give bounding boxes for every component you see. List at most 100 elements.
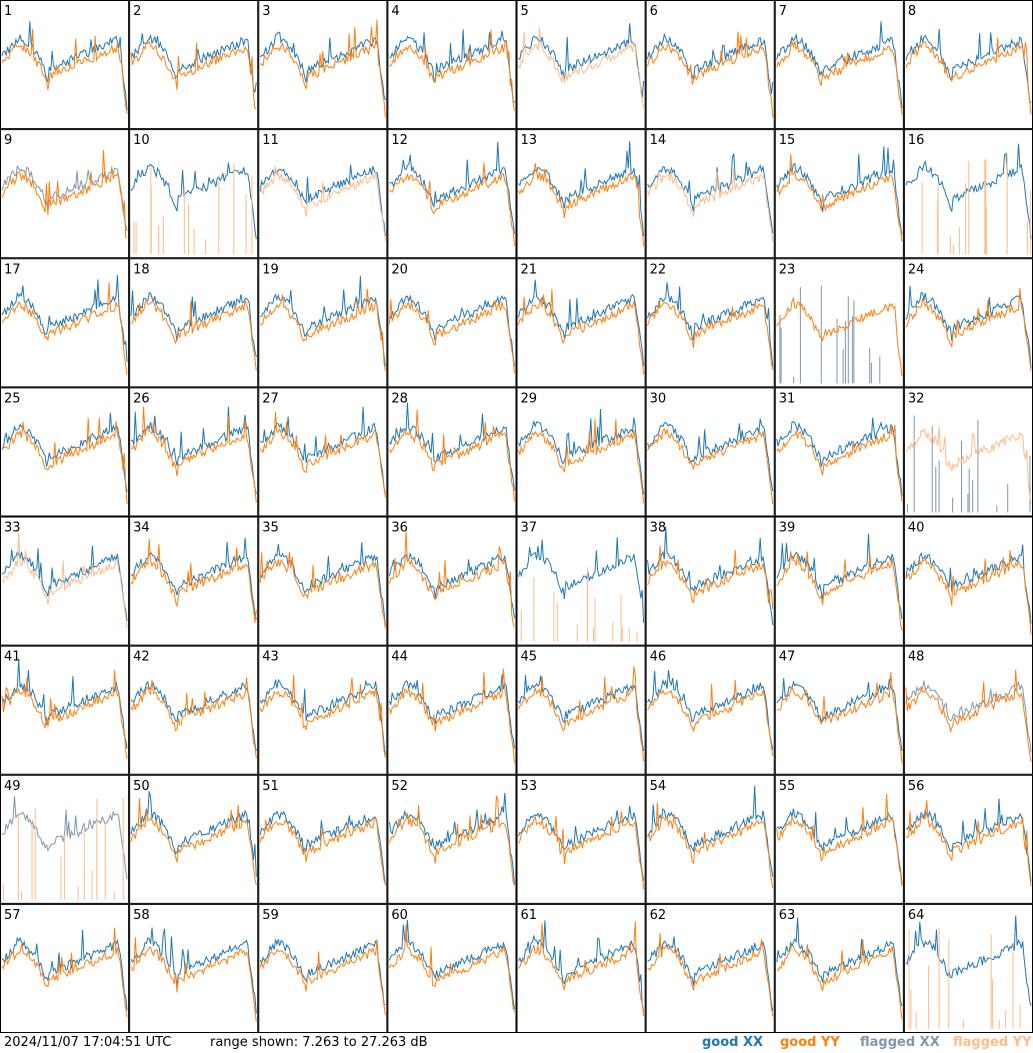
series-good-yy	[518, 163, 645, 247]
panel-frame	[903, 0, 1033, 130]
panel-14: 14	[645, 129, 775, 259]
series-good-yy	[130, 677, 257, 759]
series-flagged-yy	[647, 168, 774, 243]
panel-frame	[645, 516, 775, 646]
panel-label: 5	[521, 4, 529, 19]
series-good-yy	[518, 811, 645, 890]
series-good-yy	[518, 921, 645, 1016]
series-good-yy	[647, 427, 774, 505]
panel-15: 15	[774, 129, 904, 259]
panel-51: 51	[258, 774, 388, 904]
series-flagged-yy	[2, 798, 124, 900]
panel-13: 13	[516, 129, 646, 259]
series-good-xx	[130, 406, 257, 495]
series-good-xx	[1, 275, 128, 362]
series-good-yy	[905, 550, 1032, 635]
panel-label: 53	[521, 779, 538, 794]
panel-frame	[129, 903, 259, 1033]
series-good-yy	[905, 669, 1032, 762]
series-good-xx	[1, 21, 128, 111]
panel-52: 52	[387, 774, 517, 904]
series-flagged-yy	[133, 164, 253, 255]
panel-12: 12	[387, 129, 517, 259]
panel-label: 7	[779, 4, 787, 19]
panel-label: 55	[779, 779, 796, 794]
panel-label: 9	[4, 133, 12, 148]
panel-label: 39	[779, 521, 796, 536]
panel-6: 6	[645, 0, 775, 130]
panel-label: 3	[262, 4, 270, 19]
panel-label: 12	[391, 133, 408, 148]
panel-frame	[258, 903, 388, 1033]
panel-2: 2	[129, 0, 259, 130]
timestamp: 2024/11/07 17:04:51 UTC	[4, 1035, 172, 1050]
panel-label: 62	[650, 908, 667, 923]
footer: 2024/11/07 17:04:51 UTC range shown: 7.2…	[0, 1033, 1033, 1053]
panel-frame	[774, 0, 904, 130]
panel-frame	[0, 387, 130, 517]
panel-41: 41	[0, 645, 130, 775]
panel-label: 37	[521, 521, 538, 536]
panel-label: 15	[779, 133, 796, 148]
panel-frame	[516, 387, 646, 517]
panel-label: 54	[650, 779, 667, 794]
series-good-xx	[1, 659, 128, 749]
panel-label: 47	[779, 650, 796, 665]
panel-label: 35	[262, 521, 279, 536]
panel-42: 42	[129, 645, 259, 775]
panel-44: 44	[387, 645, 517, 775]
panel-frame	[258, 258, 388, 388]
panel-label: 8	[908, 4, 916, 19]
series-flagged-yy	[921, 154, 1031, 255]
panel-frame	[258, 387, 388, 517]
panel-29: 29	[516, 387, 646, 517]
panel-30: 30	[645, 387, 775, 517]
range-label: range shown: 7.263 to 27.263 dB	[210, 1035, 428, 1050]
panel-35: 35	[258, 516, 388, 646]
panel-frame	[387, 129, 517, 259]
panel-frame	[387, 0, 517, 130]
panel-48: 48	[903, 645, 1033, 775]
panel-31: 31	[774, 387, 904, 517]
series-good-yy	[1, 28, 128, 114]
series-good-yy	[388, 531, 515, 628]
series-flagged-yy	[260, 165, 386, 241]
panel-frame	[0, 903, 130, 1033]
panel-label: 49	[4, 779, 21, 794]
series-good-xx	[518, 279, 645, 366]
panel-frame	[516, 774, 646, 904]
panel-label: 56	[908, 779, 925, 794]
series-good-yy	[131, 298, 257, 371]
series-good-yy	[259, 552, 386, 629]
panel-55: 55	[774, 774, 904, 904]
panel-18: 18	[129, 258, 259, 388]
panel-37: 37	[516, 516, 646, 646]
panel-27: 27	[258, 387, 388, 517]
series-good-xx	[259, 31, 386, 101]
series-good-xx	[388, 553, 515, 619]
panel-9: 9	[0, 129, 130, 259]
series-good-yy	[388, 409, 515, 502]
panel-frame	[774, 129, 904, 259]
panel-label: 27	[262, 391, 279, 406]
panel-frame	[129, 516, 259, 646]
series-good-xx	[388, 792, 515, 885]
series-good-xx	[518, 537, 645, 623]
series-flagged-xx	[779, 285, 881, 384]
panel-label: 11	[262, 133, 279, 148]
series-good-yy	[388, 668, 515, 764]
panel-frame	[387, 516, 517, 646]
panel-label: 19	[262, 262, 279, 277]
panel-label: 50	[133, 779, 150, 794]
panel-label: 40	[908, 521, 925, 536]
series-good-xx	[776, 146, 903, 235]
panel-43: 43	[258, 645, 388, 775]
panel-label: 4	[391, 4, 399, 19]
panel-label: 28	[391, 391, 408, 406]
series-good-yy	[776, 296, 903, 377]
series-good-yy	[1, 927, 128, 1018]
panel-label: 32	[908, 391, 925, 406]
panel-label: 26	[133, 391, 150, 406]
series-good-yy	[776, 551, 903, 631]
series-good-xx	[389, 294, 515, 367]
